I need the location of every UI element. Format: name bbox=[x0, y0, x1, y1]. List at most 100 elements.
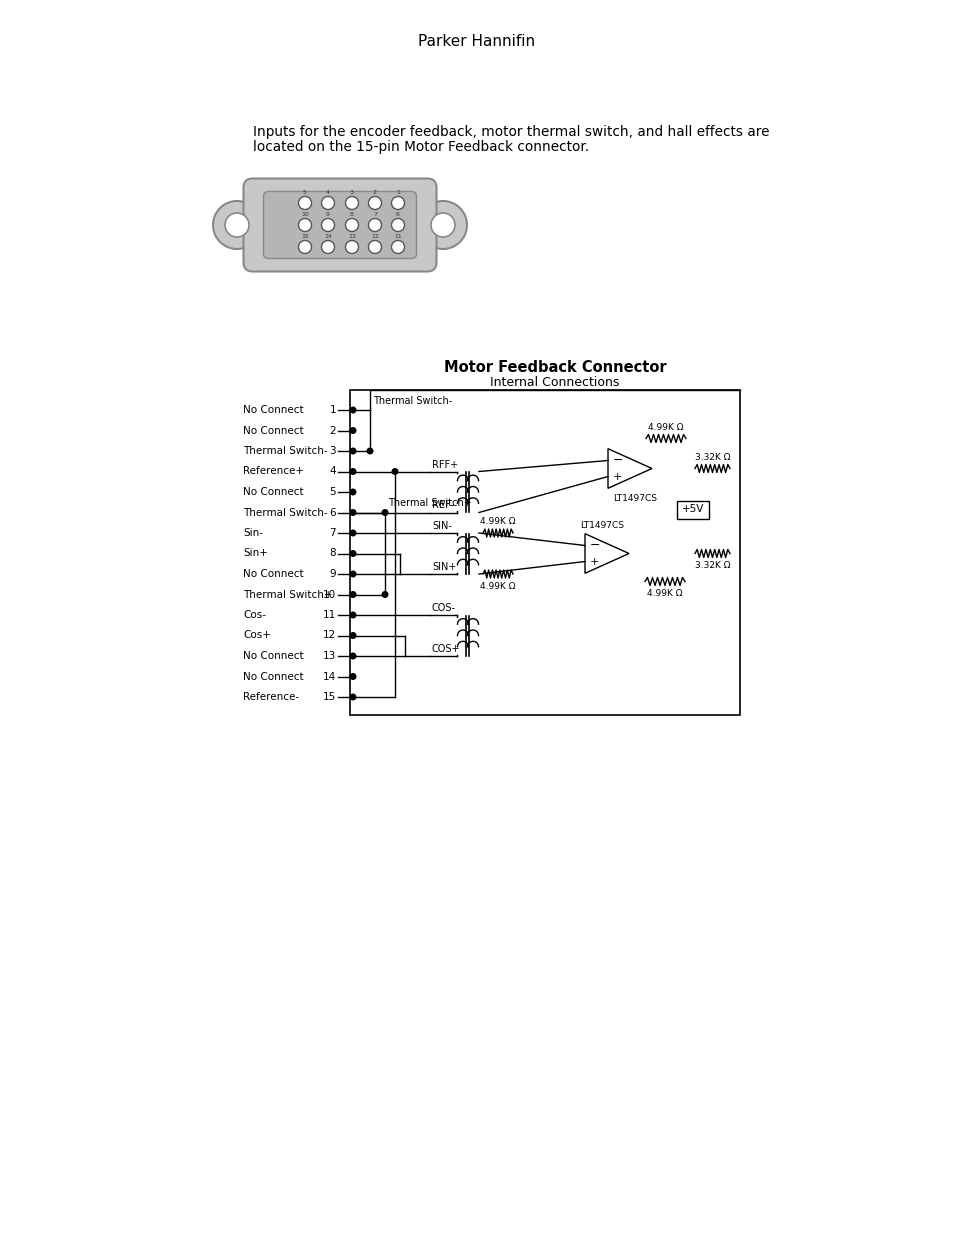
Circle shape bbox=[349, 530, 356, 536]
Text: Inputs for the encoder feedback, motor thermal switch, and hall effects are: Inputs for the encoder feedback, motor t… bbox=[253, 125, 769, 140]
Text: +5V: +5V bbox=[681, 504, 703, 514]
Circle shape bbox=[345, 241, 358, 253]
Circle shape bbox=[349, 652, 356, 659]
Text: 7: 7 bbox=[329, 529, 335, 538]
Circle shape bbox=[298, 219, 312, 231]
Text: Reference-: Reference- bbox=[243, 692, 299, 701]
Text: +: + bbox=[613, 472, 621, 482]
Circle shape bbox=[391, 196, 404, 210]
Text: LT1497CS: LT1497CS bbox=[579, 521, 623, 530]
Text: 1: 1 bbox=[329, 405, 335, 415]
Circle shape bbox=[349, 592, 356, 598]
Text: 4.99K Ω: 4.99K Ω bbox=[479, 517, 516, 526]
Circle shape bbox=[431, 212, 455, 237]
Text: RFF+: RFF+ bbox=[432, 459, 457, 469]
Circle shape bbox=[349, 427, 356, 433]
Text: No Connect: No Connect bbox=[243, 487, 303, 496]
Circle shape bbox=[345, 219, 358, 231]
Text: Thermal Switch-: Thermal Switch- bbox=[373, 396, 452, 406]
Circle shape bbox=[418, 201, 467, 249]
Text: No Connect: No Connect bbox=[243, 426, 303, 436]
Circle shape bbox=[225, 212, 249, 237]
Text: 13: 13 bbox=[322, 651, 335, 661]
FancyBboxPatch shape bbox=[263, 191, 416, 258]
Text: SIN-: SIN- bbox=[432, 521, 452, 531]
Text: located on the 15-pin Motor Feedback connector.: located on the 15-pin Motor Feedback con… bbox=[253, 140, 589, 154]
Circle shape bbox=[349, 611, 356, 619]
Circle shape bbox=[368, 196, 381, 210]
Circle shape bbox=[345, 196, 358, 210]
Text: Thermal Switch+: Thermal Switch+ bbox=[243, 589, 333, 599]
Text: 6: 6 bbox=[329, 508, 335, 517]
Text: 3: 3 bbox=[350, 190, 354, 195]
Circle shape bbox=[381, 509, 388, 516]
Circle shape bbox=[349, 468, 356, 475]
Text: −: − bbox=[613, 453, 623, 467]
Text: 9: 9 bbox=[326, 212, 330, 217]
Circle shape bbox=[381, 592, 388, 598]
Text: 13: 13 bbox=[348, 235, 355, 240]
Circle shape bbox=[391, 468, 398, 475]
Bar bbox=[350, 390, 740, 715]
Text: Parker Hannifin: Parker Hannifin bbox=[418, 35, 535, 49]
Text: 8: 8 bbox=[329, 548, 335, 558]
Text: 8: 8 bbox=[350, 212, 354, 217]
Text: Sin+: Sin+ bbox=[243, 548, 268, 558]
Text: COS-: COS- bbox=[432, 603, 456, 613]
Circle shape bbox=[349, 550, 356, 557]
Circle shape bbox=[321, 196, 335, 210]
Circle shape bbox=[349, 509, 356, 516]
Text: Thermal Switch-: Thermal Switch- bbox=[243, 508, 327, 517]
Text: 14: 14 bbox=[324, 235, 332, 240]
Text: 2: 2 bbox=[373, 190, 376, 195]
Circle shape bbox=[213, 201, 261, 249]
Circle shape bbox=[349, 632, 356, 638]
Text: No Connect: No Connect bbox=[243, 672, 303, 682]
Text: 11: 11 bbox=[322, 610, 335, 620]
Text: 4: 4 bbox=[329, 467, 335, 477]
Text: Cos+: Cos+ bbox=[243, 631, 271, 641]
Circle shape bbox=[391, 241, 404, 253]
Circle shape bbox=[368, 219, 381, 231]
Circle shape bbox=[366, 447, 374, 454]
Circle shape bbox=[349, 447, 356, 454]
Text: 9: 9 bbox=[329, 569, 335, 579]
Circle shape bbox=[349, 571, 356, 578]
Text: 10: 10 bbox=[322, 589, 335, 599]
Circle shape bbox=[349, 406, 356, 414]
Text: Thermal Switch-: Thermal Switch- bbox=[243, 446, 327, 456]
Text: Motor Feedback Connector: Motor Feedback Connector bbox=[443, 361, 665, 375]
Text: 6: 6 bbox=[395, 212, 399, 217]
Circle shape bbox=[368, 241, 381, 253]
Text: 12: 12 bbox=[371, 235, 378, 240]
Text: 2: 2 bbox=[329, 426, 335, 436]
Text: +: + bbox=[589, 557, 598, 567]
Text: 1: 1 bbox=[395, 190, 399, 195]
Text: Sin-: Sin- bbox=[243, 529, 263, 538]
Text: 4.99K Ω: 4.99K Ω bbox=[648, 422, 683, 431]
Text: −: − bbox=[589, 538, 599, 552]
Text: 3.32K Ω: 3.32K Ω bbox=[694, 562, 729, 571]
Text: 10: 10 bbox=[301, 212, 309, 217]
Circle shape bbox=[321, 219, 335, 231]
Text: 11: 11 bbox=[394, 235, 401, 240]
Text: 3: 3 bbox=[329, 446, 335, 456]
Text: 3.32K Ω: 3.32K Ω bbox=[694, 452, 729, 462]
Text: 4.99K Ω: 4.99K Ω bbox=[646, 589, 682, 599]
Text: 12: 12 bbox=[322, 631, 335, 641]
Text: SIN+: SIN+ bbox=[432, 562, 456, 572]
Text: No Connect: No Connect bbox=[243, 651, 303, 661]
Text: 5: 5 bbox=[303, 190, 307, 195]
Text: 7: 7 bbox=[373, 212, 376, 217]
Circle shape bbox=[298, 241, 312, 253]
Circle shape bbox=[349, 489, 356, 495]
Text: REF-: REF- bbox=[432, 500, 454, 510]
Circle shape bbox=[349, 673, 356, 680]
Text: 4.99K Ω: 4.99K Ω bbox=[479, 582, 516, 592]
Text: Thermal Switch+: Thermal Switch+ bbox=[388, 499, 471, 509]
Text: 15: 15 bbox=[301, 235, 309, 240]
Text: No Connect: No Connect bbox=[243, 569, 303, 579]
Text: 5: 5 bbox=[329, 487, 335, 496]
Text: LT1497CS: LT1497CS bbox=[613, 494, 657, 503]
Circle shape bbox=[349, 694, 356, 700]
